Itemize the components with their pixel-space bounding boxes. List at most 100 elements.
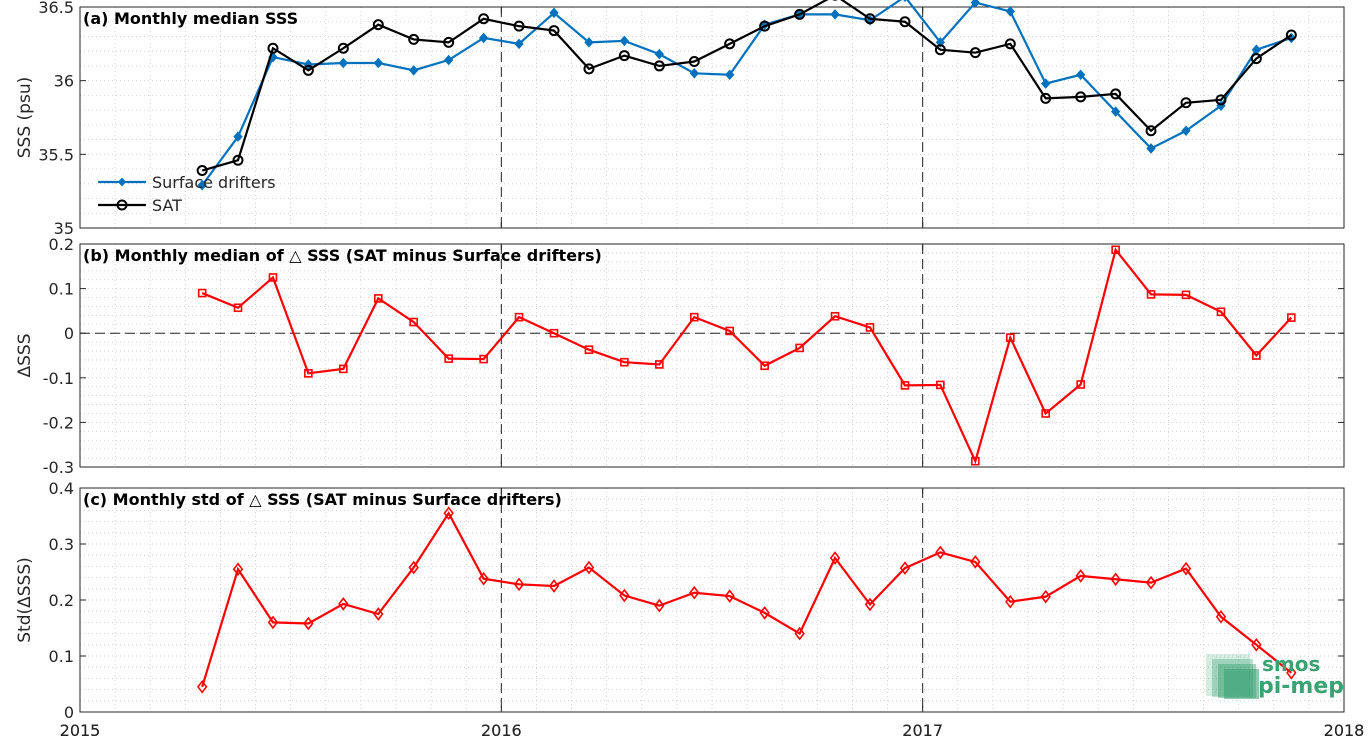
data-point [339, 364, 348, 374]
data-point [232, 154, 244, 166]
logo-line2: pi-mep [1258, 674, 1344, 699]
data-point [690, 312, 699, 322]
y-axis-label: ΔSSS [15, 333, 35, 377]
data-point [903, 0, 907, 2]
data-point [794, 8, 806, 20]
data-point [548, 579, 560, 593]
data-point [619, 588, 630, 603]
data-point [337, 42, 349, 54]
data-point [864, 13, 876, 25]
x-tick-label: 2015 [60, 721, 101, 740]
data-point [549, 7, 559, 19]
data-point [443, 36, 455, 48]
data-point [970, 0, 981, 8]
data-point [1215, 609, 1227, 624]
legend-entry: SAT [152, 196, 182, 215]
data-point [1111, 245, 1120, 255]
axes-box [79, 6, 1345, 229]
data-point [408, 560, 419, 575]
data-point [268, 273, 278, 282]
data-point [655, 360, 664, 369]
x-tick-label: 2018 [1324, 721, 1365, 740]
data-point [829, 551, 841, 565]
series-line [201, 511, 1293, 688]
data-point [1146, 143, 1156, 154]
data-point [267, 615, 279, 630]
data-point [971, 456, 980, 466]
data-point [1215, 94, 1227, 106]
y-tick-label: -0.2 [43, 413, 74, 432]
data-point [935, 545, 946, 560]
y-tick-label: 0.4 [49, 479, 74, 498]
data-point [725, 326, 734, 336]
y-tick-label: -0.3 [43, 458, 74, 477]
data-point [725, 69, 735, 81]
data-point [409, 65, 419, 76]
data-point [688, 56, 700, 68]
data-point [513, 20, 525, 32]
data-point [689, 585, 700, 600]
data-point [408, 33, 420, 45]
data-point [549, 328, 559, 338]
data-point [759, 606, 770, 620]
data-point [584, 345, 594, 355]
data-point [794, 626, 805, 641]
data-point [654, 598, 665, 613]
data-point [830, 311, 840, 321]
data-point [197, 288, 207, 298]
x-tick-label: 2016 [481, 721, 522, 740]
data-point [232, 562, 244, 577]
y-axis-label: SSS (psu) [15, 77, 35, 158]
data-point [409, 317, 418, 327]
data-point [1286, 665, 1297, 680]
x-tick-label: 2017 [902, 721, 943, 740]
y-tick-label: 36.5 [38, 0, 74, 17]
data-point [444, 354, 453, 363]
data-point [934, 44, 946, 56]
data-point [1076, 69, 1086, 81]
y-tick-label: 36 [54, 72, 74, 91]
data-point [443, 506, 454, 521]
data-point [338, 57, 349, 69]
data-point [233, 303, 243, 313]
data-point [1181, 125, 1191, 137]
data-point [196, 165, 208, 177]
panel-b: -0.3 -0.2 -0.1 0 0.1 0.2 ΔSSS (b) Monthly media… [15, 235, 1345, 477]
data-point [478, 32, 489, 44]
data-point [760, 361, 769, 371]
data-point [1006, 333, 1015, 342]
data-point [548, 25, 560, 37]
x-tick-label: 2018 [1324, 721, 1365, 740]
legend: Surface drifters SAT [98, 173, 276, 215]
x-tick-label: 2016 [481, 721, 522, 740]
data-point [1285, 29, 1297, 41]
data-point [196, 679, 208, 694]
data-point [1251, 637, 1262, 652]
data-point [1110, 88, 1122, 100]
legend-entry: Surface drifters [152, 173, 276, 192]
data-point [1252, 351, 1261, 360]
data-point [936, 380, 945, 390]
data-point [304, 369, 313, 378]
data-point [654, 48, 665, 60]
data-point [653, 60, 665, 72]
data-point [1181, 290, 1191, 300]
data-point [1040, 92, 1052, 104]
data-point [1146, 290, 1156, 299]
data-point [1005, 6, 1015, 17]
data-point [900, 381, 910, 390]
data-point [1180, 97, 1192, 109]
y-tick-label: 0.3 [49, 535, 74, 554]
smos-pi-mep-logo: smos pi-mep [1206, 652, 1344, 699]
data-point [969, 47, 981, 59]
y-tick-label: 0.2 [49, 591, 74, 610]
data-point [1075, 569, 1086, 583]
data-point [620, 357, 629, 367]
data-point [443, 54, 454, 66]
y-tick-label: 35.5 [38, 145, 74, 164]
data-point [1250, 53, 1262, 65]
y-tick-label: 0.1 [49, 647, 74, 666]
data-point [1287, 313, 1296, 322]
data-point [1180, 561, 1192, 576]
